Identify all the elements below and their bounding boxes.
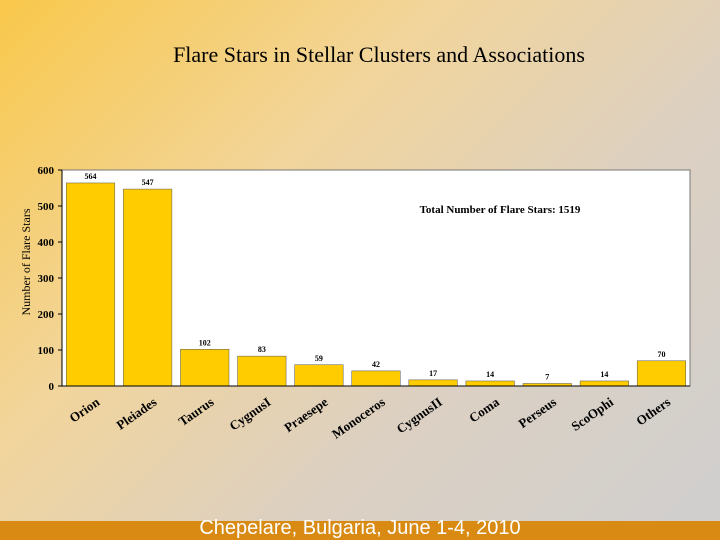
bar-value-label: 59	[315, 354, 323, 363]
bar-pleiades	[123, 188, 173, 387]
y-tick-label: 0	[49, 381, 55, 393]
footer-text: Chepelare, Bulgaria, June 1-4, 2010	[199, 517, 521, 539]
x-category-label: Others	[633, 394, 673, 428]
bar-value-label: 42	[372, 360, 380, 369]
bar-cygnusi	[237, 355, 287, 387]
x-category-label: CygnusI	[226, 394, 273, 433]
bar-value-label: 14	[486, 370, 494, 379]
bar-coma	[465, 380, 515, 387]
bar-value-label: 83	[258, 345, 266, 354]
y-tick-label: 300	[38, 273, 55, 285]
x-category-label: Orion	[66, 394, 102, 426]
x-category-label: Perseus	[515, 394, 559, 431]
slide-title: Flare Stars in Stellar Clusters and Asso…	[173, 42, 585, 67]
x-category-label: Taurus	[176, 394, 217, 429]
bar-value-label: 564	[85, 172, 97, 181]
total-annotation: Total Number of Flare Stars: 1519	[420, 204, 581, 216]
footer-bar	[0, 521, 720, 540]
bar-value-label: 17	[429, 369, 437, 378]
bar-others	[636, 360, 686, 387]
bar-monoceros	[351, 370, 401, 387]
bar-value-label: 7	[545, 372, 549, 381]
y-tick-label: 500	[38, 201, 55, 213]
x-category-label: CygnusII	[394, 394, 445, 436]
bar-praesepe	[294, 364, 344, 387]
x-category-label: ScoOphi	[568, 394, 616, 434]
x-category-label: Monoceros	[329, 394, 388, 441]
bar-value-label: 14	[600, 370, 608, 379]
bar-taurus	[180, 349, 230, 387]
y-tick-label: 100	[38, 345, 55, 357]
bar-orion	[66, 182, 116, 387]
y-tick-label: 200	[38, 309, 55, 321]
y-axis-title: Number of Flare Stars	[19, 208, 33, 315]
bar-scoophi	[579, 380, 629, 387]
bar-cygnusii	[408, 379, 458, 387]
x-category-label: Coma	[466, 394, 502, 426]
x-category-label: Praesepe	[281, 394, 331, 435]
bar-value-label: 70	[657, 350, 665, 359]
y-tick-label: 600	[38, 165, 55, 177]
bar-value-label: 102	[199, 338, 211, 347]
bar-value-label: 547	[142, 178, 154, 187]
x-category-label: Pleiades	[113, 394, 159, 432]
y-tick-label: 400	[38, 237, 55, 249]
